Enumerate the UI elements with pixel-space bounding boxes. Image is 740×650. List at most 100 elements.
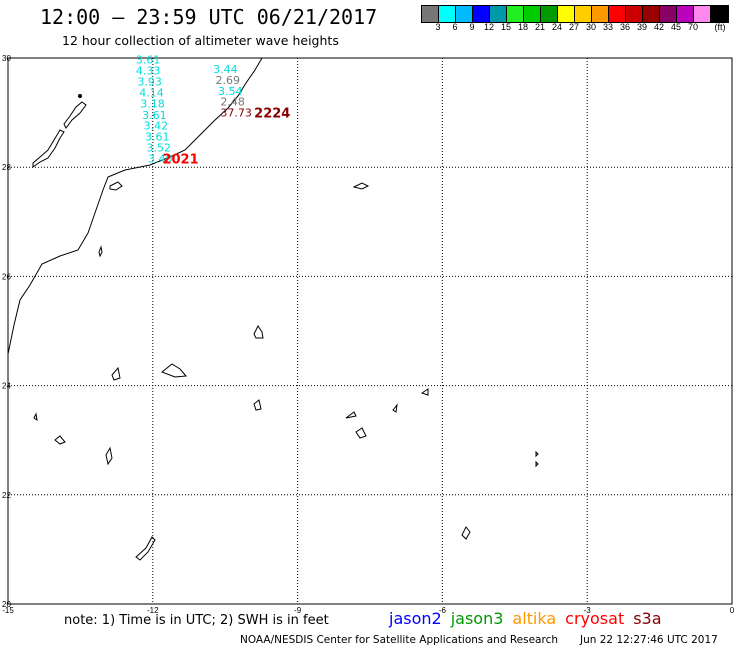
wave-height-value: 4.33: [136, 65, 161, 78]
colorbar-swatch: [626, 6, 643, 22]
island-1: [98, 245, 103, 258]
island-15: [461, 526, 471, 540]
y-tick-label: 22: [2, 491, 11, 500]
wave-height-value: 3.18: [140, 97, 165, 110]
colorbar-label: 9: [469, 22, 475, 32]
colorbar-swatch: [575, 6, 592, 22]
track-time-label: 2224: [254, 107, 290, 122]
colorbar: [421, 5, 729, 23]
island-9: [345, 411, 357, 419]
x-tick-label: -12: [147, 606, 159, 615]
wave-height-value: 3.61: [142, 109, 167, 122]
wave-height-value: 3.61: [145, 131, 170, 144]
credit-text: NOAA/NESDIS Center for Satellite Applica…: [240, 634, 558, 646]
generated-timestamp: Jun 22 12:27:46 UTC 2017: [580, 634, 718, 646]
y-tick-label: 30: [2, 54, 11, 63]
track-time-label: 2021: [162, 152, 198, 167]
y-tick-label: 20: [2, 600, 11, 609]
wave-height-value: 3.93: [137, 75, 162, 88]
colorbar-label: 21: [534, 22, 546, 32]
island-14: [535, 460, 539, 468]
axis-tick-labels: -15 -12 -9 -6 -3 0 30 28 26 24 22 20: [2, 54, 735, 615]
island-madeira: [352, 182, 370, 190]
colorbar-label: 39: [636, 22, 648, 32]
colorbar-swatch: [456, 6, 473, 22]
island-11: [392, 403, 398, 413]
colorbar-label: 12: [483, 22, 495, 32]
colorbar-label: 15: [500, 22, 512, 32]
map-subtitle: 12 hour collection of altimeter wave hei…: [62, 33, 339, 48]
colorbar-swatch: [660, 6, 677, 22]
altimeter-tracks: 3.614.333.934.143.183.613.423.613.523.40…: [136, 54, 290, 168]
colorbar-swatch: [422, 6, 439, 22]
island-8: [253, 399, 262, 411]
colorbar-swatch: [524, 6, 541, 22]
island-13: [535, 450, 539, 458]
colorbar-swatch: [677, 6, 694, 22]
colorbar-swatch: [694, 6, 711, 22]
x-tick-label: -9: [294, 606, 302, 615]
island-lanzarote: [63, 101, 87, 129]
colorbar-label: 36: [619, 22, 631, 32]
legend-entry-s3a: s3a: [633, 609, 662, 628]
colorbar-swatch: [558, 6, 575, 22]
legend-entry-cryosat: cryosat: [565, 609, 625, 628]
colorbar-swatch: [643, 6, 660, 22]
wave-height-value: 4.14: [139, 86, 164, 99]
x-tick-label: -15: [2, 606, 14, 615]
colorbar-label: 42: [653, 22, 665, 32]
colorbar-swatch: [473, 6, 490, 22]
colorbar-unit: (ft): [714, 22, 726, 32]
legend-entry-jason2: jason2: [389, 609, 442, 628]
wave-height-value: 3.52: [147, 142, 172, 155]
wave-height-value: 3.44: [213, 63, 238, 76]
colorbar-swatch: [490, 6, 507, 22]
colorbar-swatch: [711, 6, 728, 22]
island-6: [54, 435, 66, 445]
wave-height-value: 3.40: [148, 152, 173, 165]
y-tick-label: 28: [2, 163, 11, 172]
y-tick-label: 26: [2, 272, 11, 281]
note-text: note: 1) Time is in UTC; 2) SWH is in fe…: [64, 613, 329, 628]
island-gran-canaria: [109, 181, 123, 191]
coastline: [7, 57, 539, 561]
island-10: [355, 427, 367, 439]
x-tick-label: -3: [584, 606, 592, 615]
island-4: [111, 366, 121, 381]
wave-height-value: 3.42: [144, 120, 169, 133]
island-12: [420, 388, 429, 396]
colorbar-label: 24: [551, 22, 563, 32]
satellite-legend: jason2 jason3 altika cryosat s3a: [389, 609, 671, 628]
island-fuerteventura: [32, 129, 65, 168]
colorbar-label: 33: [602, 22, 614, 32]
wave-height-value: 3.61: [136, 54, 161, 67]
map-grid: [7, 57, 733, 605]
island-3: [161, 363, 188, 378]
map-title: 12:00 — 23:59 UTC 06/21/2017: [40, 5, 378, 29]
map-frame: [7, 57, 733, 605]
island-5: [33, 412, 38, 422]
colorbar-label: 18: [517, 22, 529, 32]
x-tick-label: -6: [439, 606, 447, 615]
colorbar-label: 27: [568, 22, 580, 32]
colorbar-swatch: [609, 6, 626, 22]
wave-height-value: 2.48: [220, 96, 245, 109]
y-tick-label: 24: [2, 382, 11, 391]
african-coastline: [7, 57, 263, 355]
colorbar-swatch: [507, 6, 524, 22]
island-16: [135, 536, 156, 561]
wave-height-value: 2.69: [216, 74, 241, 87]
wave-height-value: 3.54: [218, 85, 243, 98]
colorbar-label: 30: [585, 22, 597, 32]
legend-entry-altika: altika: [512, 609, 557, 628]
island-2: [253, 325, 264, 339]
colorbar-label: 3: [435, 22, 441, 32]
island-small-1: [78, 94, 82, 98]
legend-entry-jason3: jason3: [450, 609, 504, 628]
colorbar-swatch: [592, 6, 609, 22]
colorbar-label: 45: [670, 22, 682, 32]
wave-height-value: 37.73: [220, 107, 252, 120]
colorbar-swatch: [439, 6, 456, 22]
colorbar-label: 70: [687, 22, 699, 32]
